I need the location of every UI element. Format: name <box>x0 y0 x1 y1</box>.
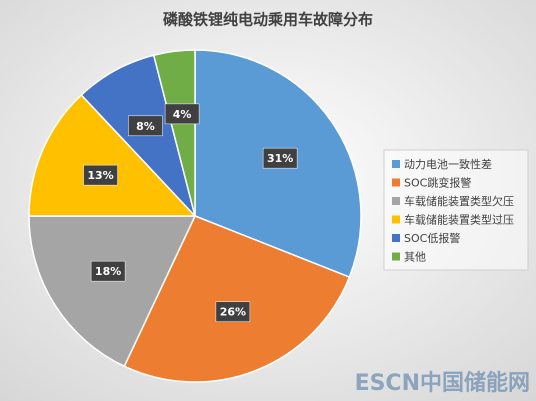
legend-label: SOC低报警 <box>404 231 460 245</box>
label-box <box>90 260 126 282</box>
legend-swatch <box>392 252 400 261</box>
legend-swatch <box>392 197 400 205</box>
legend-label: SOC跳变报警 <box>404 176 471 190</box>
pie-slice <box>152 49 196 217</box>
legend-label: 车载储能装置类型欠压 <box>404 194 514 208</box>
pie-slice <box>28 215 197 368</box>
legend-label: 车载储能装置类型过压 <box>404 213 514 227</box>
label-box <box>262 147 298 169</box>
legend-label: 动力电池一致性差 <box>404 157 492 171</box>
pie <box>28 49 362 383</box>
label-box <box>215 301 251 322</box>
legend-swatch <box>392 160 400 168</box>
data-label: 13% <box>87 169 113 182</box>
labels: 31% 26% 18% 13% 8% 4% <box>83 103 298 322</box>
legend-swatch <box>392 234 400 242</box>
data-label: 31% <box>267 152 293 165</box>
legend-swatch <box>392 178 400 187</box>
data-label: 26% <box>220 306 246 319</box>
pie-slice <box>123 215 351 383</box>
data-label: 4% <box>173 108 192 121</box>
watermark: ESCN中国储能网 <box>355 370 530 396</box>
chart-title: 磷酸铁锂纯电动乘用车故障分布 <box>163 11 373 29</box>
data-label: 8% <box>136 120 155 133</box>
label-box <box>128 115 163 137</box>
pie-slice <box>28 93 197 217</box>
label-box <box>164 103 200 125</box>
legend-swatch <box>392 215 400 224</box>
legend-box <box>383 149 529 271</box>
label-box <box>83 164 118 186</box>
legend-label: 其他 <box>404 251 426 264</box>
data-label: 18% <box>95 265 121 278</box>
